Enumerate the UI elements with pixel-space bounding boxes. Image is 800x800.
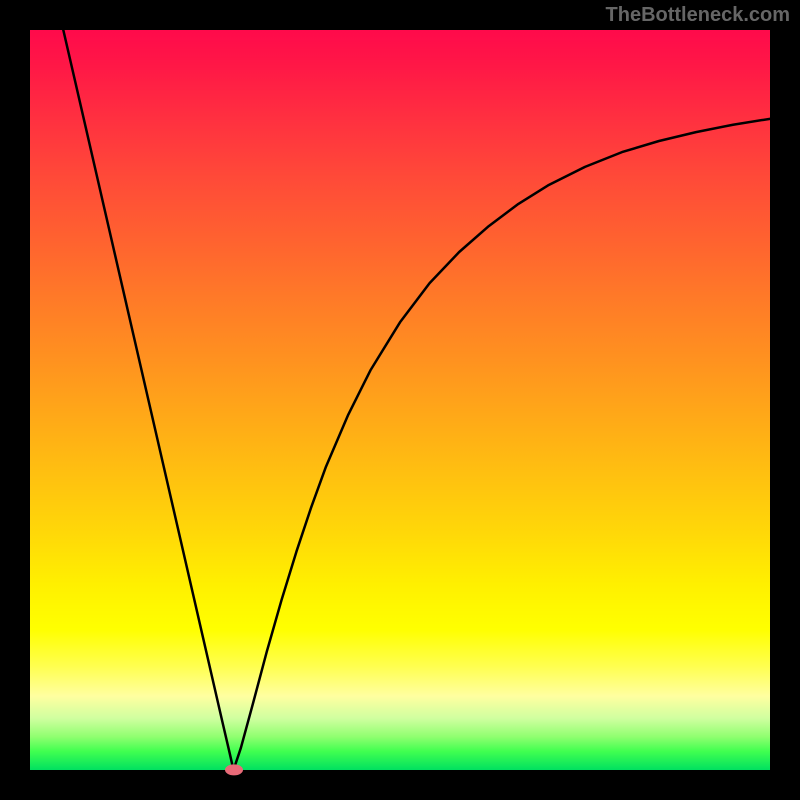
gradient-background — [30, 30, 770, 770]
plot-area — [30, 30, 770, 770]
watermark-text: TheBottleneck.com — [606, 4, 790, 27]
